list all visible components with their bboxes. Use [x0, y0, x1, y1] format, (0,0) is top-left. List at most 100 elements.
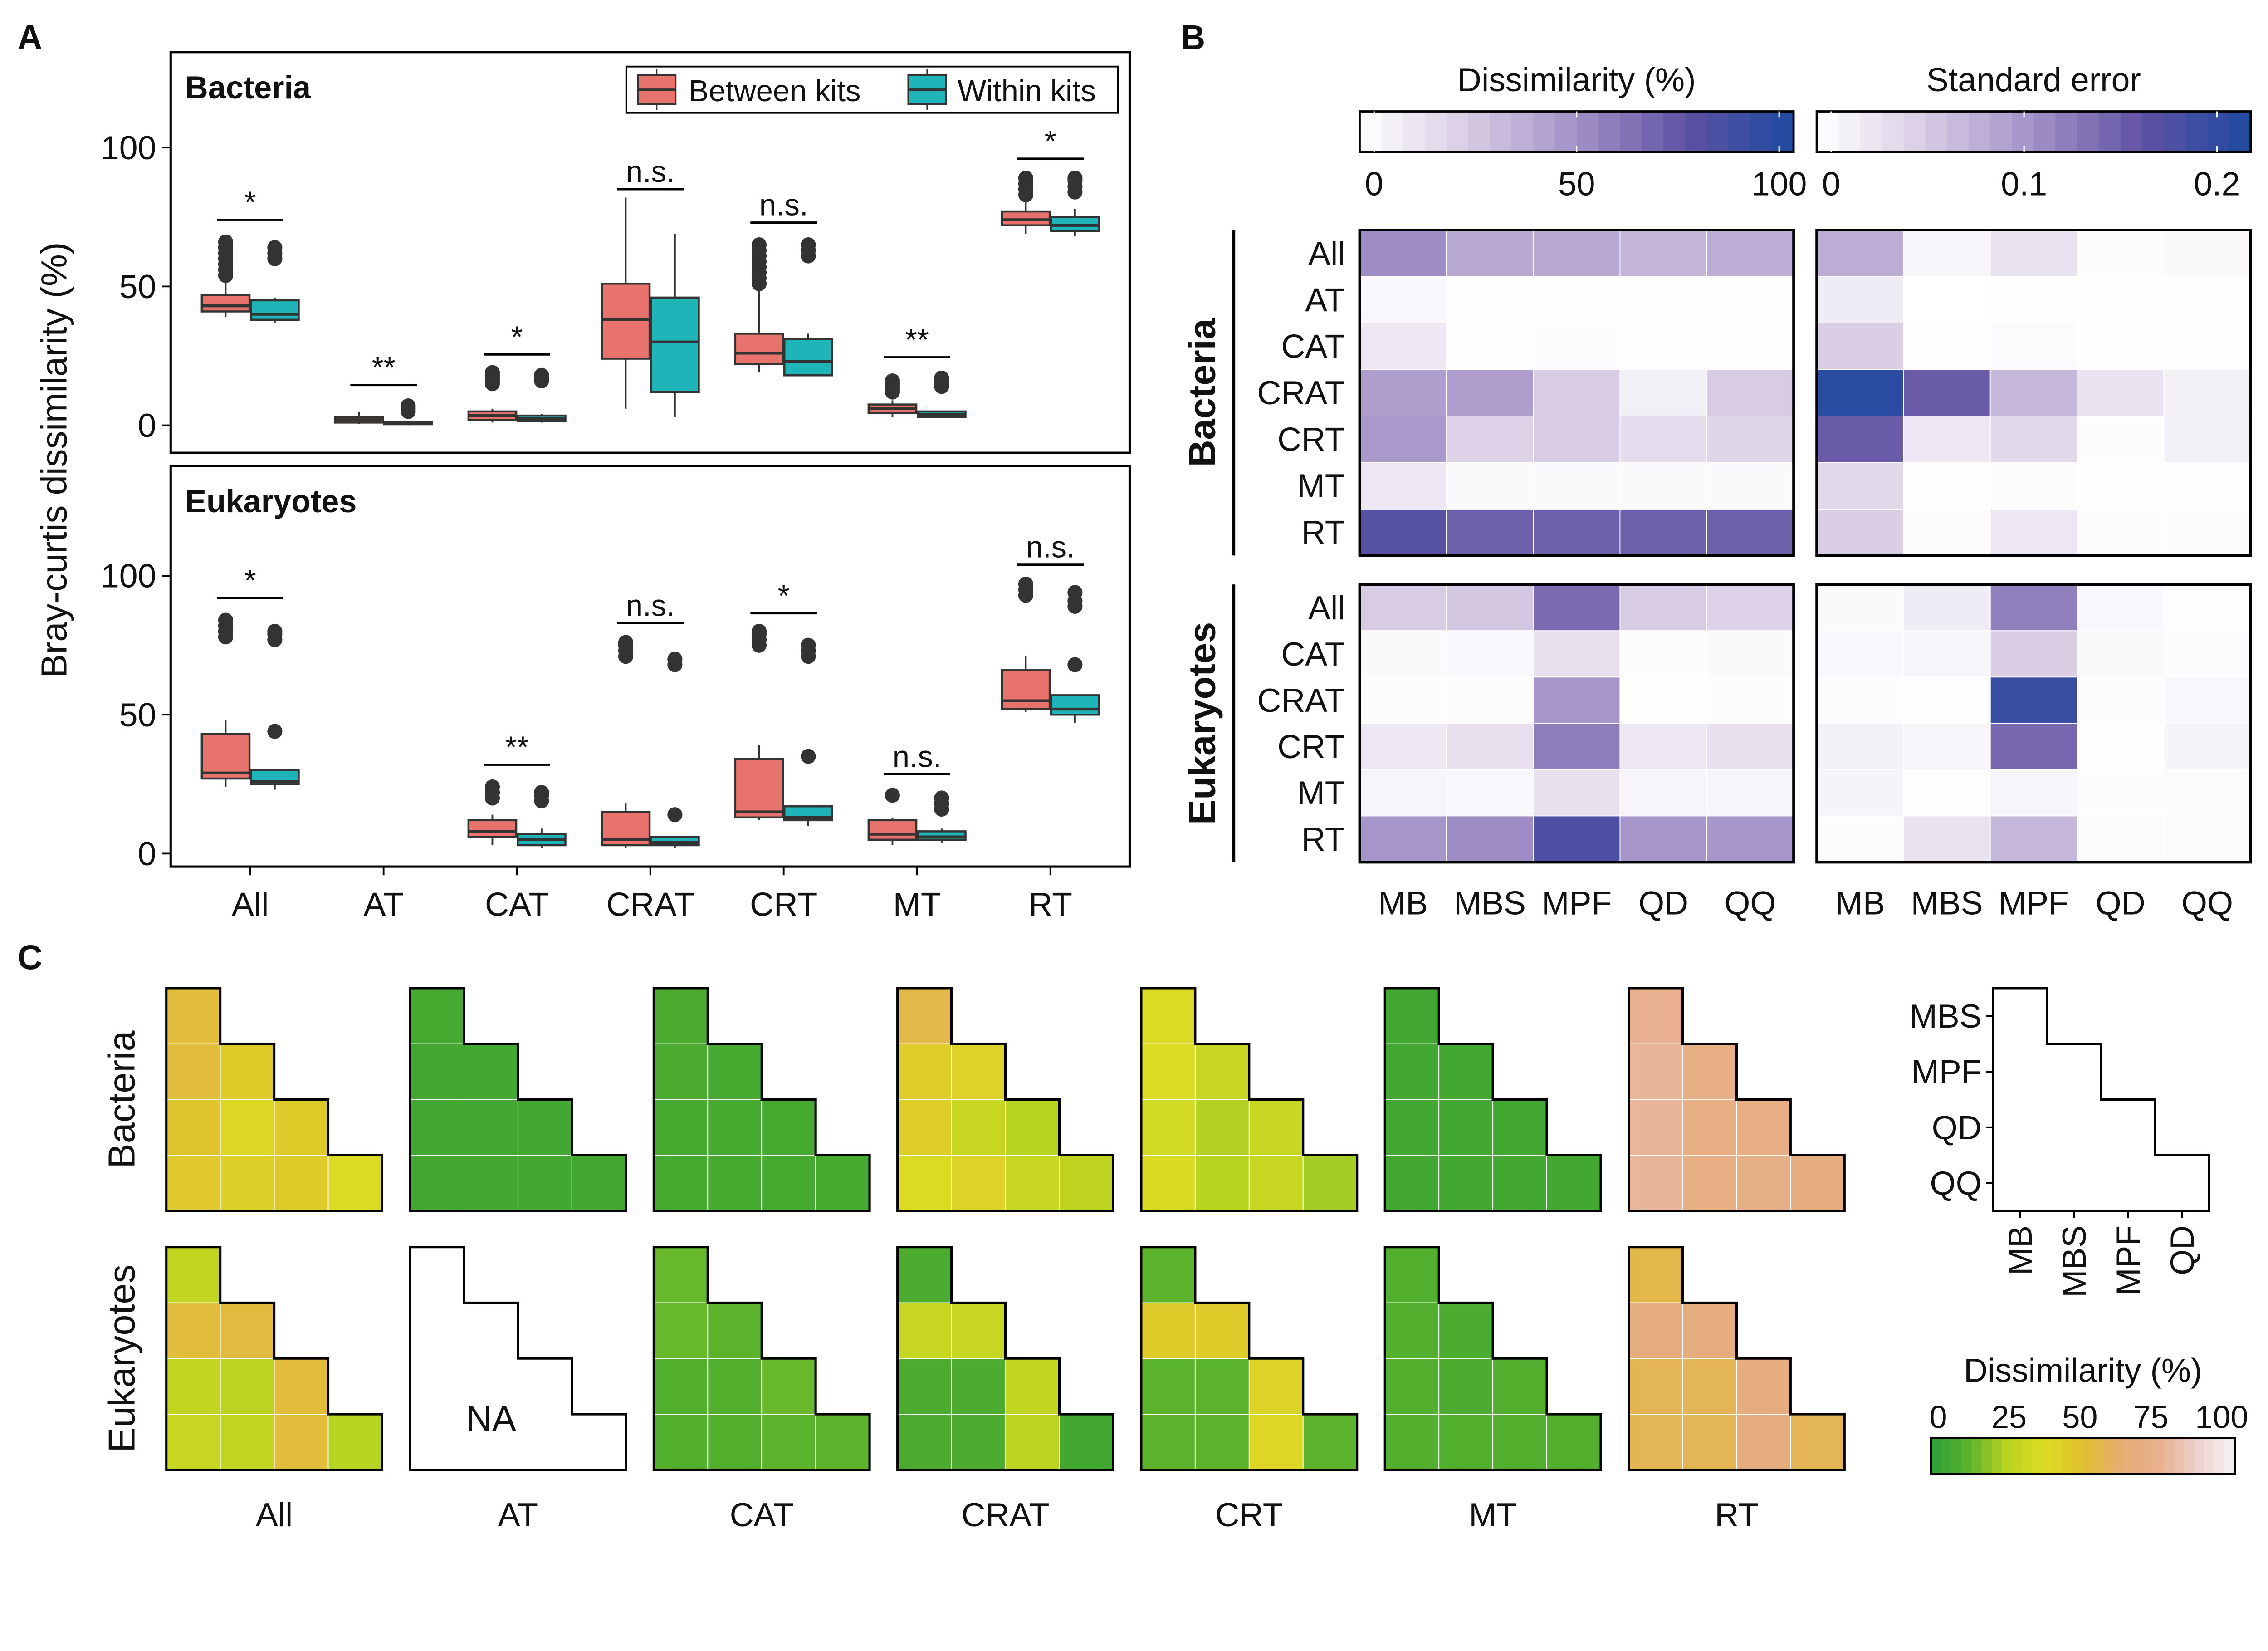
triangle-cell: [1682, 1099, 1737, 1156]
triangle-heatmap-rt: [1628, 987, 1846, 1212]
triangle-cell: [1438, 1155, 1494, 1211]
colorbar-step: [1381, 111, 1404, 152]
colorbar-step: [1598, 111, 1621, 152]
heatmap-cell: [1989, 323, 2078, 370]
colorbar-step: [1728, 111, 1751, 152]
group-label: Eukaryotes: [1181, 622, 1223, 825]
within-outlier: [1067, 585, 1083, 600]
heatmap-cell: [1359, 230, 1447, 277]
colorbar-step: [1685, 111, 1708, 152]
between-outlier: [484, 779, 500, 795]
triangle-cell: [274, 1099, 329, 1156]
heatmap-cell: [1533, 508, 1621, 556]
heatmap-cell: [1446, 676, 1534, 724]
heatmap-cell: [1706, 769, 1794, 817]
heatmap-cell: [1619, 723, 1707, 770]
triangle-cell: [1628, 1043, 1683, 1100]
triangle-cell: [707, 1099, 763, 1156]
colorbar-step: [2055, 111, 2078, 152]
within-outlier: [267, 240, 283, 255]
triangle-cell: [327, 1155, 383, 1211]
colorbar-tick-label: 0: [1822, 165, 1841, 202]
heatmap-cell: [1619, 676, 1707, 724]
y-tick-label: 50: [119, 696, 156, 734]
key-column-label: MBS: [2056, 1225, 2093, 1298]
colorbar-step: [2033, 111, 2056, 152]
row-label: CRT: [1277, 728, 1345, 765]
triangle-cell: [1682, 1155, 1737, 1211]
column-label: MB: [1378, 884, 1428, 921]
triangle-cell: [1492, 1358, 1548, 1415]
triangle-cell: [1302, 1414, 1358, 1470]
triangle-cell: [761, 1358, 816, 1415]
colorbar-tick-label: 75: [2133, 1399, 2169, 1435]
column-label: MPF: [1999, 884, 2069, 921]
significance-label: *: [1045, 124, 1056, 158]
triangle-cell: [166, 1358, 221, 1415]
triangle-cell: [951, 1358, 1006, 1415]
heatmap-cell: [1816, 815, 1904, 863]
column-label: MT: [1469, 1496, 1517, 1533]
triangle-cell: [1384, 1358, 1440, 1415]
triangle-outline: [1140, 1246, 1359, 1471]
triangle-outline: [165, 1246, 384, 1471]
heatmap-cell: [1816, 416, 1904, 463]
triangle-cell: [1628, 987, 1683, 1044]
triangle-cell: [166, 1155, 221, 1211]
significance-label: n.s.: [759, 188, 808, 222]
heatmap-cell: [1816, 584, 1904, 632]
triangle-cell: [1384, 1099, 1440, 1156]
triangle-cell: [410, 1043, 464, 1100]
heatmap-cell: [1446, 769, 1534, 817]
triangle-cell: [1302, 1155, 1358, 1211]
heatmap-cell: [1446, 723, 1534, 770]
row-label: All: [1308, 589, 1345, 627]
within-outlier: [934, 370, 949, 386]
heatmap-cell: [1903, 723, 1991, 770]
column-label: CAT: [730, 1496, 794, 1533]
colorbar-step: [2012, 111, 2035, 152]
heatmap-cell: [1989, 230, 2078, 277]
significance-label: **: [905, 323, 929, 357]
between-outlier: [751, 623, 767, 639]
column-label: CRT: [1215, 1496, 1283, 1533]
triangle-cell: [1384, 987, 1440, 1044]
triangle-cell: [951, 1414, 1006, 1470]
colorbar-title: Dissimilarity (%): [1457, 61, 1696, 98]
between-box: [200, 733, 251, 780]
triangle-cell: [1492, 1155, 1548, 1211]
panel-a-boxplots: Bacteria050100****n.s.n.s.***Eukaryotes0…: [34, 51, 1131, 923]
colorbar-frame: [1930, 1437, 2236, 1475]
triangle-cell: [1140, 1099, 1196, 1156]
triangle-cell: [166, 1099, 221, 1156]
colorbar-step: [2052, 1438, 2063, 1475]
heatmap-cell: [1706, 815, 1794, 863]
heatmap-cell: [1706, 369, 1794, 416]
figure: A B C Bacteria050100****n.s.n.s.***Eukar…: [17, 18, 2252, 1533]
triangle-cell: [1438, 1043, 1494, 1100]
triangle-cell: [897, 1099, 952, 1156]
significance-label: *: [244, 563, 256, 598]
column-label: QD: [1638, 884, 1688, 921]
heatmap-cell: [2163, 630, 2251, 678]
heatmap-frame: [1815, 583, 2252, 864]
colorbar-step: [2164, 111, 2186, 152]
within-outlier: [267, 724, 283, 739]
triangle-outline: [409, 1246, 627, 1471]
legend-within-label: Within kits: [958, 74, 1096, 108]
triangle-cell: [1384, 1155, 1440, 1211]
colorbar-step: [1981, 1438, 1993, 1475]
triangle-cell: [220, 1043, 275, 1100]
heatmap-cell: [1816, 462, 1904, 510]
heatmap-cell: [1619, 230, 1707, 277]
triangle-cell: [1194, 1043, 1250, 1100]
triangle-cell: [1736, 1358, 1791, 1415]
triangle-cell: [1005, 1099, 1060, 1156]
triangle-cell: [1736, 1155, 1791, 1211]
triangle-cell: [653, 1099, 709, 1156]
triangle-cell: [897, 1358, 952, 1415]
row-label: MT: [1297, 467, 1345, 505]
triangle-row-eukaryotes: Eukaryotes NA: [101, 1246, 1846, 1471]
between-box: [867, 819, 918, 841]
triangle-cell: [464, 1043, 518, 1100]
